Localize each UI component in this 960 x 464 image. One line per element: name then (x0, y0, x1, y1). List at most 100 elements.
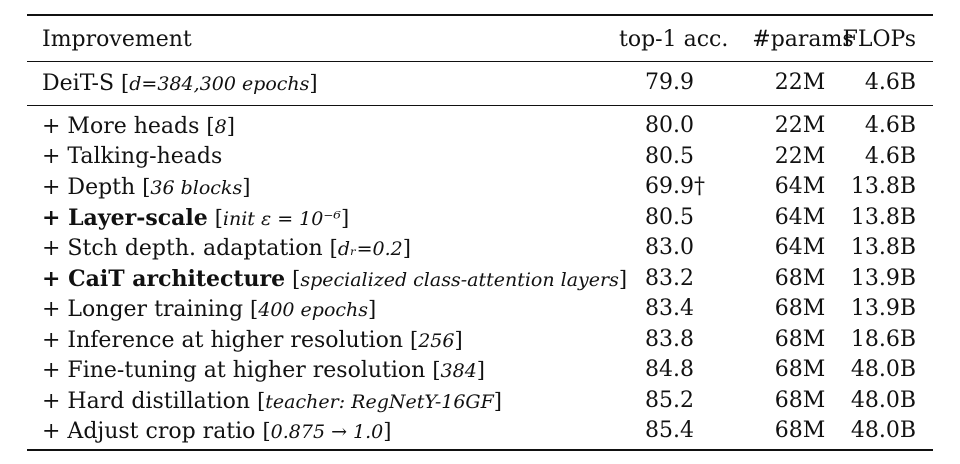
table-row: + Longer training [400 epochs] 83.4 68M 13.… (27, 294, 933, 324)
row-note: dᵣ=0.2 (337, 238, 403, 260)
table-row: + CaiT architecture [specialized class-a… (27, 264, 933, 294)
row-params: 64M (774, 174, 826, 199)
baseline-note-close: ] (309, 71, 318, 95)
row-note-open: [ (142, 175, 151, 199)
row-note: 8 (214, 116, 227, 138)
row-name: + Layer-scale (42, 205, 208, 231)
row-note: specialized class-attention layers (300, 269, 619, 291)
row-params: 68M (774, 327, 826, 352)
row-params: 68M (774, 296, 826, 321)
row-name: + Inference at higher resolution (42, 328, 403, 353)
bottom-rule (27, 449, 933, 451)
row-params: 68M (774, 418, 826, 443)
table-row: + Fine-tuning at higher resolution [384]… (27, 355, 933, 385)
row-accuracy: 83.0 (645, 235, 694, 260)
row-flops: 13.8B (850, 205, 916, 230)
baseline-flops: 4.6B (864, 70, 916, 95)
row-name-cell: + Inference at higher resolution [256] (42, 325, 463, 356)
row-note-close: ] (226, 114, 235, 138)
row-params: 22M (774, 113, 826, 138)
row-accuracy: 80.5 (645, 205, 694, 230)
table-row: + More heads [8] 80.0 22M 4.6B (27, 111, 933, 141)
row-accuracy: 69.9† (645, 174, 705, 199)
row-params: 68M (774, 357, 826, 382)
row-accuracy: 84.8 (645, 357, 694, 382)
header-rule (27, 61, 933, 62)
baseline-name-cell: DeiT-S [d=384,300 epochs] (42, 68, 318, 99)
row-note: 400 epochs (258, 299, 369, 321)
row-accuracy: 80.0 (645, 113, 694, 138)
header-accuracy: top-1 acc. (619, 27, 729, 52)
table-row: + Hard distillation [teacher: RegNetY-16… (27, 386, 933, 416)
row-flops: 18.6B (850, 327, 916, 352)
row-flops: 48.0B (850, 418, 916, 443)
row-note-open: [ (257, 389, 266, 413)
row-note-open: [ (410, 328, 419, 352)
row-params: 68M (774, 266, 826, 291)
baseline-accuracy: 79.9 (645, 70, 694, 95)
row-name: + Depth (42, 175, 136, 200)
row-accuracy: 85.2 (645, 388, 694, 413)
header-flops: FLOPs (842, 27, 916, 52)
row-note-open: [ (329, 236, 338, 260)
row-name-cell: + Fine-tuning at higher resolution [384] (42, 355, 485, 386)
row-note-close: ] (341, 206, 350, 230)
row-note-open: [ (432, 358, 441, 382)
row-flops: 48.0B (850, 388, 916, 413)
row-name-cell: + Talking-heads (42, 142, 222, 172)
row-name: + Longer training (42, 297, 244, 322)
baseline-note-open: [ (121, 71, 130, 95)
row-name: + Fine-tuning at higher resolution (42, 358, 426, 383)
row-note: init ε = 10⁻⁶ (222, 208, 342, 230)
row-accuracy: 83.8 (645, 327, 694, 352)
row-note-open: [ (292, 267, 301, 291)
header-row: Improvement top-1 acc. #params FLOPs (27, 25, 933, 55)
baseline-rule (27, 105, 933, 106)
row-note-close: ] (402, 236, 411, 260)
row-name: + Hard distillation (42, 389, 251, 414)
row-name-cell: + More heads [8] (42, 111, 235, 142)
row-note: 384 (440, 360, 477, 382)
row-note-close: ] (368, 297, 377, 321)
row-params: 64M (774, 205, 826, 230)
row-note-open: [ (214, 206, 223, 230)
row-name-cell: + Longer training [400 epochs] (42, 294, 376, 325)
row-name-cell: + Stch depth. adaptation [dᵣ=0.2] (42, 233, 411, 264)
row-flops: 13.9B (850, 296, 916, 321)
row-name: + Stch depth. adaptation (42, 236, 323, 261)
row-note: 0.875 → 1.0 (270, 421, 384, 443)
row-accuracy: 80.5 (645, 144, 694, 169)
baseline-name: DeiT-S (42, 71, 115, 96)
row-note-close: ] (383, 419, 392, 443)
row-note-open: [ (262, 419, 271, 443)
row-note-close: ] (476, 358, 485, 382)
row-accuracy: 83.2 (645, 266, 694, 291)
row-name-cell: + Adjust crop ratio [0.875 → 1.0] (42, 416, 391, 447)
row-name-cell: + Layer-scale [init ε = 10⁻⁶] (42, 203, 349, 234)
row-name: + More heads (42, 114, 200, 139)
row-flops: 13.8B (850, 235, 916, 260)
row-params: 64M (774, 235, 826, 260)
row-note: 256 (418, 330, 455, 352)
row-note-open: [ (250, 297, 259, 321)
row-note-close: ] (618, 267, 628, 291)
header-params: #params (752, 27, 854, 52)
row-note: teacher: RegNetY-16GF (265, 391, 494, 413)
row-accuracy: 85.4 (645, 418, 694, 443)
row-flops: 4.6B (864, 113, 916, 138)
row-name-cell: + CaiT architecture [specialized class-a… (42, 264, 627, 295)
table-row: + Inference at higher resolution [256] 83… (27, 325, 933, 355)
row-name: + Talking-heads (42, 144, 223, 169)
table-row: + Depth [36 blocks] 69.9† 64M 13.8B (27, 172, 933, 202)
header-improvement: Improvement (42, 27, 192, 52)
row-params: 22M (774, 144, 826, 169)
row-flops: 13.8B (850, 174, 916, 199)
row-name-cell: + Depth [36 blocks] (42, 172, 250, 203)
row-note-open: [ (206, 114, 215, 138)
baseline-note: d=384,300 epochs (129, 73, 310, 95)
row-accuracy: 83.4 (645, 296, 694, 321)
row-name: + Adjust crop ratio (42, 419, 256, 444)
row-flops: 4.6B (864, 144, 916, 169)
baseline-params: 22M (774, 70, 826, 95)
row-params: 68M (774, 388, 826, 413)
